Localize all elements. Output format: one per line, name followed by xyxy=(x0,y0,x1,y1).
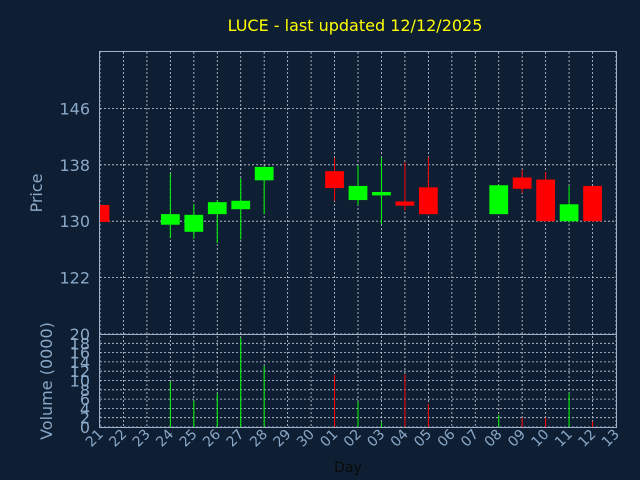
volume-tick-label: 16 xyxy=(70,344,90,363)
chart-title: LUCE - last updated 12/12/2025 xyxy=(228,16,483,35)
volume-tick-label: 14 xyxy=(70,353,90,372)
candle-body xyxy=(184,214,204,232)
candle-body xyxy=(489,185,509,215)
candle-body xyxy=(583,185,602,222)
volume-panel-frame xyxy=(99,334,617,428)
candle-body xyxy=(536,179,556,222)
volume-tick-label: 20 xyxy=(70,325,90,344)
volume-axis-label: Volume (0000) xyxy=(37,322,56,440)
candle-body xyxy=(160,214,180,225)
volume-tick-label: 10 xyxy=(70,372,90,391)
volume-tick-label: 8 xyxy=(80,381,90,400)
volume-tick-label: 4 xyxy=(80,399,90,418)
candle-body xyxy=(100,204,110,222)
candle-body xyxy=(207,202,227,215)
x-axis-label: Day xyxy=(334,460,362,476)
volume-tick-label: 0 xyxy=(80,418,90,437)
y-tick-label: 138 xyxy=(59,156,90,175)
volume-tick-label: 6 xyxy=(80,390,90,409)
y-tick-label: 146 xyxy=(59,99,90,118)
volume-tick-label: 2 xyxy=(80,409,90,428)
candle-body xyxy=(231,200,251,210)
price-axis-label: Price xyxy=(27,173,46,212)
candle-body xyxy=(395,201,415,206)
y-tick-label: 130 xyxy=(59,212,90,231)
y-tick-label: 122 xyxy=(59,269,90,288)
candle-body xyxy=(418,187,438,215)
candle-body xyxy=(512,177,532,189)
price-candles xyxy=(99,157,602,244)
candle-body xyxy=(348,185,368,201)
candle-body xyxy=(325,171,344,189)
candle-body xyxy=(254,166,274,181)
candle-body xyxy=(559,204,579,222)
volume-tick-label: 18 xyxy=(70,334,90,353)
candle-body xyxy=(372,192,391,196)
volume-tick-label: 12 xyxy=(70,362,90,381)
volume-bars xyxy=(169,337,594,427)
